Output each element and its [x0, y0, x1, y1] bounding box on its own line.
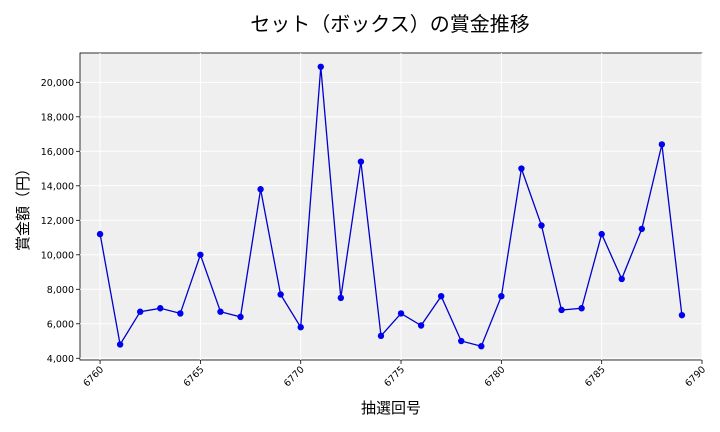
x-tick-label: 6765 [182, 364, 207, 389]
data-point [598, 230, 605, 238]
series-line [99, 66, 683, 347]
data-point [237, 313, 244, 321]
x-tick-label: 6785 [583, 364, 608, 389]
data-point [478, 343, 485, 350]
y-tick-label: 18,000 [41, 112, 74, 123]
chart-title: セット（ボックス）の賞金推移 [250, 12, 529, 36]
data-point [458, 337, 465, 345]
data-point [357, 158, 365, 165]
data-point [277, 291, 284, 298]
data-point [197, 251, 204, 258]
data-point [96, 230, 104, 238]
data-point [558, 306, 565, 314]
series-points [96, 63, 686, 350]
x-axis: 6760 6765 6770 6775 6780 6785 6790 [81, 360, 708, 389]
data-point [317, 63, 324, 70]
plot-area [79, 52, 703, 361]
y-tick-label: 10,000 [41, 250, 74, 261]
y-tick-label: 12,000 [41, 216, 74, 227]
data-point [116, 341, 124, 348]
y-tick-label: 8,000 [47, 285, 74, 296]
y-tick-label: 4,000 [47, 354, 74, 365]
data-point [217, 308, 224, 315]
data-point [618, 275, 625, 283]
data-point [157, 305, 164, 312]
data-point [397, 310, 405, 317]
data-point [136, 308, 144, 315]
x-tick-label: 6760 [81, 364, 106, 389]
x-tick-label: 6780 [483, 364, 508, 389]
y-tick-label: 14,000 [41, 181, 74, 192]
data-point [377, 332, 385, 340]
y-tick-label: 20,000 [41, 78, 74, 89]
y-tick-label: 6,000 [47, 319, 74, 330]
data-point [638, 225, 646, 233]
data-point [538, 222, 545, 229]
x-tick-label: 6775 [382, 364, 407, 389]
data-point [297, 324, 304, 331]
data-point [518, 165, 525, 172]
grid-lines [80, 53, 703, 360]
y-axis: 4,000 6,000 8,000 10,000 12,000 14,000 16,000 1… [41, 78, 80, 365]
x-tick-label: 6770 [282, 364, 307, 389]
y-axis-label: 賞金額（円） [14, 161, 32, 251]
x-tick-label: 6790 [683, 364, 708, 389]
data-point [177, 310, 184, 317]
data-point [417, 322, 425, 329]
data-point [678, 311, 686, 319]
data-point [437, 292, 445, 300]
data-point [257, 186, 264, 193]
y-tick-label: 16,000 [41, 147, 74, 158]
data-point [658, 141, 666, 148]
data-point [498, 292, 505, 300]
x-axis-label: 抽選回号 [361, 399, 421, 417]
data-point [337, 294, 345, 302]
data-point [578, 305, 585, 312]
